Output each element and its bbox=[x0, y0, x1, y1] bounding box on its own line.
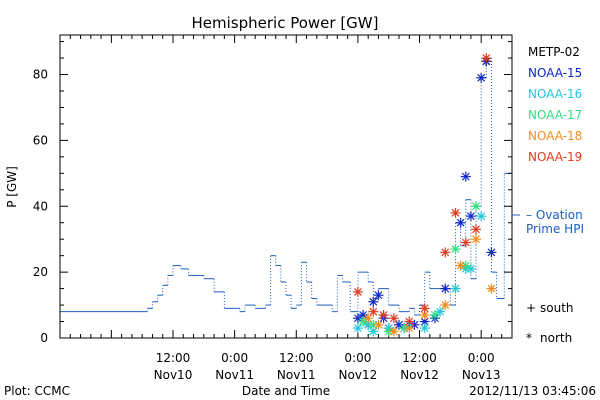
marker-noaa-16 bbox=[368, 326, 379, 337]
marker-noaa-16 bbox=[465, 263, 476, 274]
y-tick-label: 80 bbox=[33, 68, 48, 82]
marker-legend-symbol: * bbox=[526, 331, 532, 345]
legend-entry-metp-02: METP-02 bbox=[528, 45, 580, 59]
marker-noaa-16 bbox=[476, 211, 487, 222]
legend-entry-noaa-18: NOAA-18 bbox=[528, 129, 582, 143]
marker-noaa-19 bbox=[378, 309, 389, 320]
chart-title: Hemispheric Power [GW] bbox=[192, 14, 379, 32]
marker-noaa-16 bbox=[419, 323, 430, 334]
legend-entry-noaa-17: NOAA-17 bbox=[528, 108, 582, 122]
plot-frame bbox=[59, 34, 513, 339]
marker-noaa-18 bbox=[388, 326, 399, 337]
legend-entry-noaa-15: NOAA-15 bbox=[528, 66, 582, 80]
marker-noaa-15 bbox=[394, 319, 404, 330]
y-axis-label: P [GW] bbox=[5, 166, 19, 208]
marker-noaa-18 bbox=[455, 260, 466, 271]
x-tick-label-date: Nov11 bbox=[215, 368, 254, 382]
legend-ovation-line1: – Ovation bbox=[526, 208, 583, 222]
marker-noaa-15 bbox=[476, 72, 487, 83]
y-tick-label: 0 bbox=[40, 331, 48, 345]
y-tick-label: 20 bbox=[33, 265, 48, 279]
x-tick-label-time: 12:00 bbox=[402, 351, 437, 365]
y-tick-label: 40 bbox=[33, 199, 48, 213]
marker-noaa-17 bbox=[450, 244, 461, 255]
marker-noaa-17 bbox=[358, 316, 369, 327]
legend: METP-02 NOAA-15 NOAA-16 NOAA-17 NOAA-18 NOAA-… bbox=[512, 45, 584, 345]
marker-noaa-18 bbox=[373, 319, 384, 330]
marker-noaa-19 bbox=[460, 237, 471, 248]
timestamp: 2012/11/13 03:45:06 bbox=[469, 384, 596, 398]
marker-legend-label: north bbox=[540, 331, 572, 345]
marker-noaa-19 bbox=[388, 313, 399, 324]
x-tick-label-date: Nov13 bbox=[462, 368, 501, 382]
x-tick-label-time: 12:00 bbox=[279, 351, 314, 365]
marker-noaa-16 bbox=[450, 283, 461, 294]
marker-noaa-18 bbox=[440, 300, 451, 311]
marker-noaa-18 bbox=[486, 283, 497, 294]
ovation-series bbox=[60, 57, 511, 316]
marker-noaa-17 bbox=[429, 309, 440, 320]
marker-noaa-15 bbox=[460, 171, 471, 182]
legend-ovation-line2: Prime HPI bbox=[526, 222, 584, 236]
plot-credit: Plot: CCMC bbox=[4, 384, 70, 398]
x-tick-label-time: 12:00 bbox=[156, 351, 191, 365]
x-tick-label-time: 0:00 bbox=[468, 351, 495, 365]
marker-noaa-15 bbox=[368, 296, 379, 307]
marker-noaa-19 bbox=[450, 207, 461, 218]
legend-entry-noaa-16: NOAA-16 bbox=[528, 87, 582, 101]
marker-noaa-18 bbox=[471, 234, 482, 245]
marker-legend-symbol: + bbox=[526, 301, 536, 315]
marker-legend-label: south bbox=[540, 301, 574, 315]
marker-noaa-19 bbox=[440, 247, 451, 258]
marker-noaa-19 bbox=[481, 53, 492, 64]
satellite-marks bbox=[352, 53, 497, 337]
marker-noaa-15 bbox=[465, 211, 476, 222]
x-tick-label-date: Nov11 bbox=[277, 368, 316, 382]
x-tick-label-date: Nov12 bbox=[400, 368, 439, 382]
marker-noaa-16 bbox=[352, 323, 363, 334]
marker-noaa-18 bbox=[363, 313, 374, 324]
marker-noaa-15 bbox=[352, 313, 363, 324]
x-axis-label: Date and Time bbox=[242, 384, 330, 398]
x-tick-label-date: Nov12 bbox=[339, 368, 378, 382]
x-tick-label-time: 0:00 bbox=[221, 351, 248, 365]
marker-noaa-19 bbox=[471, 224, 482, 235]
marker-noaa-15 bbox=[373, 290, 384, 301]
axis-ticks: 0 20 40 60 80 12:00 Nov10 0:00 Nov11 12:00 Nov11 0:… bbox=[33, 35, 513, 382]
marker-noaa-16 bbox=[435, 306, 446, 317]
marker-noaa-19 bbox=[404, 316, 415, 327]
marker-noaa-19 bbox=[419, 303, 430, 314]
marker-noaa-17 bbox=[471, 201, 482, 212]
marker-noaa-15 bbox=[486, 247, 497, 258]
legend-entry-noaa-19: NOAA-19 bbox=[528, 150, 582, 164]
marker-noaa-15 bbox=[455, 217, 466, 228]
y-tick-label: 60 bbox=[33, 133, 48, 147]
x-tick-label-date: Nov10 bbox=[154, 368, 193, 382]
marker-noaa-15 bbox=[440, 283, 451, 294]
marker-noaa-19 bbox=[368, 306, 379, 317]
marker-noaa-19 bbox=[352, 286, 363, 297]
x-tick-label-time: 0:00 bbox=[344, 351, 371, 365]
